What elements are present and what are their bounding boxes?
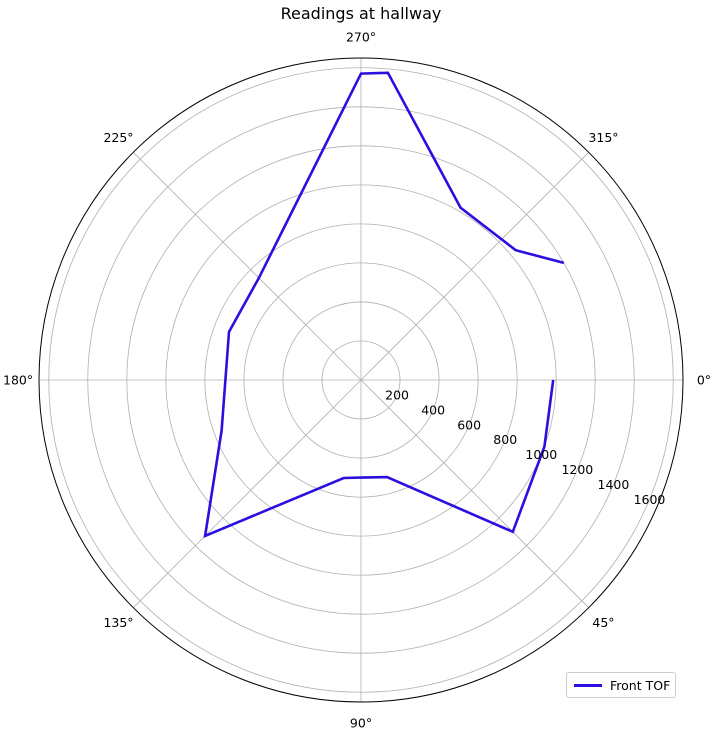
legend: Front TOF [566, 672, 676, 698]
angular-gridline-135 [133, 379, 362, 608]
radial-tick-label-400: 400 [421, 402, 445, 417]
polar-grid [38, 57, 684, 703]
legend-swatch-front-tof [574, 683, 602, 687]
series-line-0 [203, 71, 565, 538]
angular-tick-label-225: 225° [103, 130, 133, 145]
angular-tick-label-135: 135° [103, 615, 133, 630]
angular-gridline-45 [360, 379, 589, 608]
angular-tick-label-45: 45° [592, 615, 614, 630]
radial-tick-label-1000: 1000 [525, 447, 557, 462]
angular-tick-label-270: 270° [346, 30, 376, 45]
angular-gridline-315 [360, 152, 589, 381]
polar-frame [38, 57, 684, 703]
radial-tick-label-800: 800 [493, 432, 517, 447]
tick-labels: 0° 45° 90° 135° 180° 225° 270° 315° 200 400 600 800… [3, 30, 711, 731]
series-layer [203, 71, 565, 538]
radial-tick-label-1400: 1400 [598, 477, 630, 492]
chart-title: Readings at hallway [281, 4, 442, 23]
angular-tick-label-180: 180° [3, 373, 33, 388]
radial-tick-label-600: 600 [457, 417, 481, 432]
angular-gridline-225 [133, 152, 362, 381]
radial-tick-label-200: 200 [385, 387, 409, 402]
radial-tick-label-1200: 1200 [561, 462, 593, 477]
radial-tick-label-1600: 1600 [634, 492, 666, 507]
angular-tick-label-90: 90° [350, 715, 372, 730]
legend-label-front-tof: Front TOF [610, 677, 671, 693]
angular-tick-label-315: 315° [588, 130, 618, 145]
angular-tick-label-0: 0° [697, 373, 711, 388]
